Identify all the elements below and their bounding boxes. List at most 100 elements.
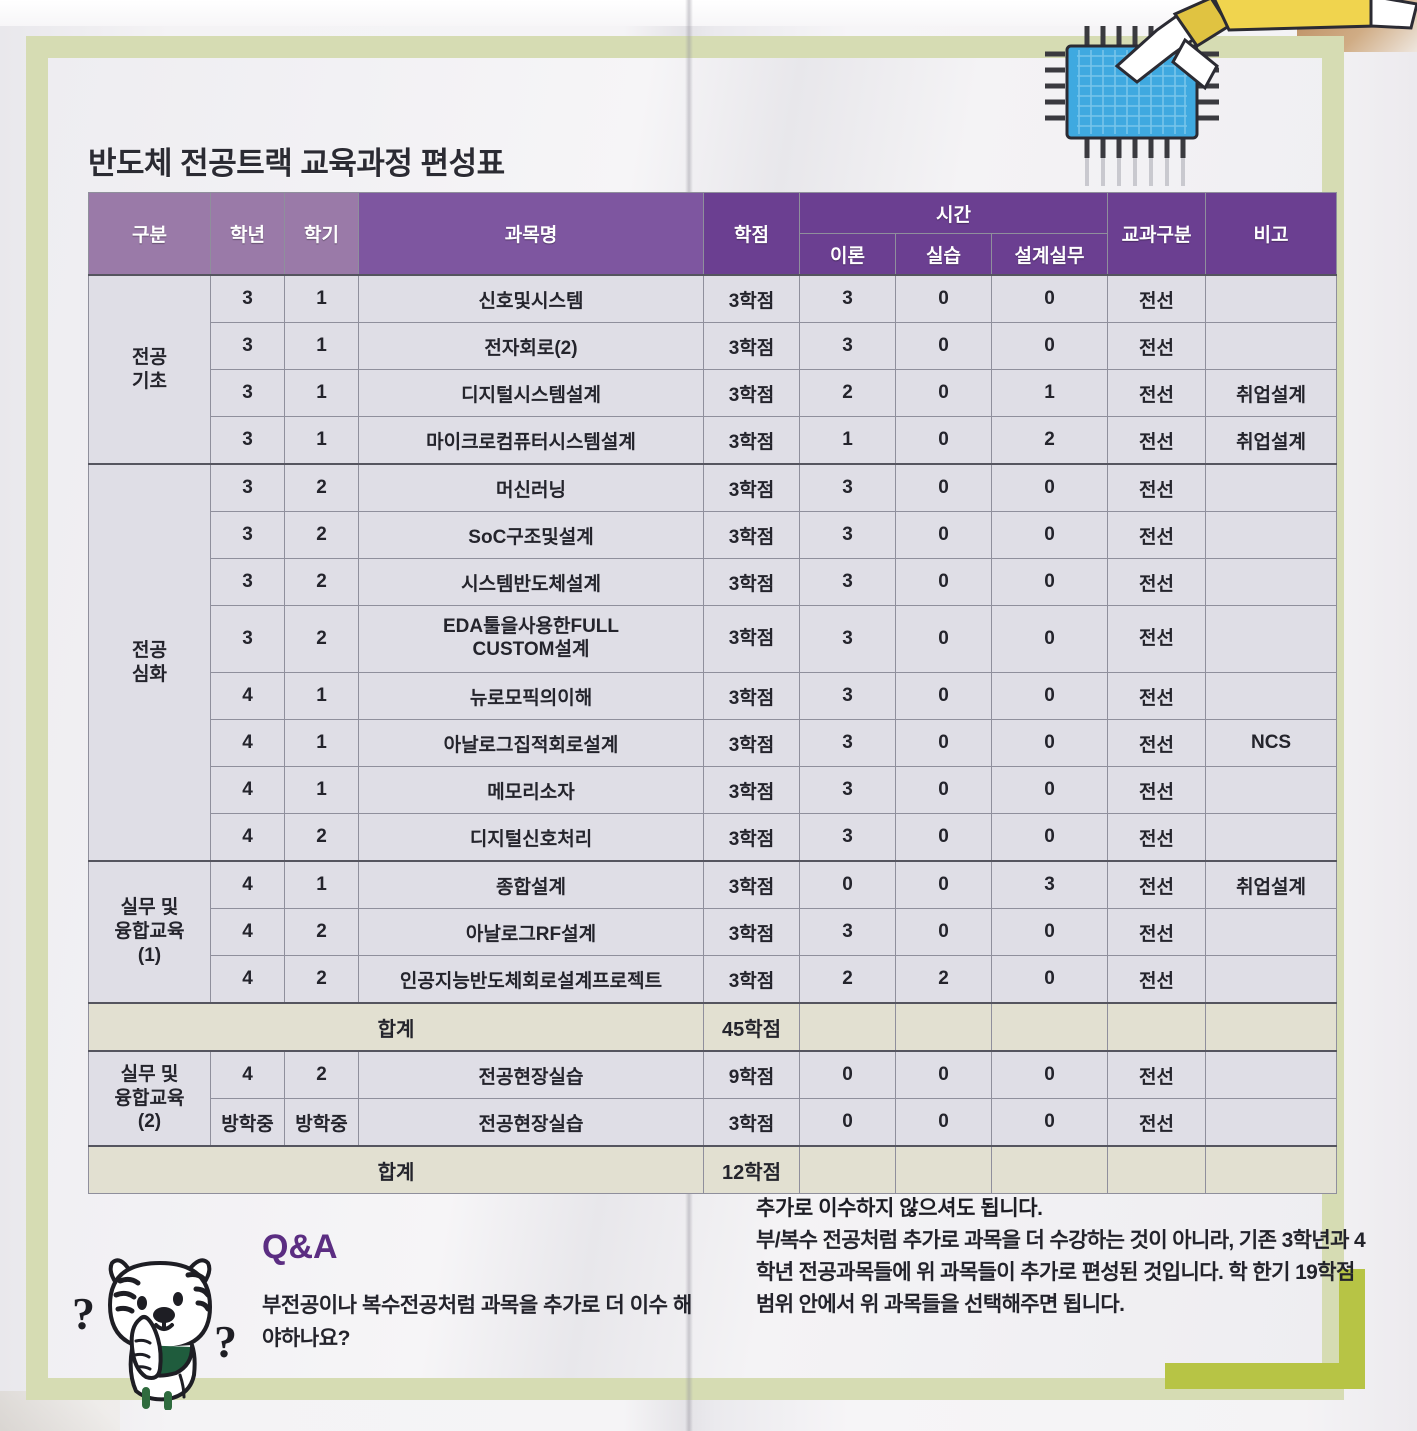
group-label-line: 전공 [132,639,167,661]
cell-year: 4 [210,719,285,767]
cell-theory: 3 [799,605,896,673]
cell-course-type: 전선 [1107,719,1207,767]
group-label-cell: 실무 및 융합교육 (1) [88,860,211,1004]
cell-credit: 3학점 [703,908,800,956]
cell-remark: 취업설계 [1205,860,1338,909]
group-label-line: 융합교육 [114,1087,185,1109]
cell-lab: 0 [895,463,992,512]
col-header-course-type: 교과구분 [1107,192,1207,276]
cell-term: 2 [284,908,359,956]
cell-year: 4 [210,766,285,814]
cell-remark [1205,322,1338,370]
cell-lab: 0 [895,369,992,417]
group-label-line: 융합교육 [114,921,185,943]
cell-year: 방학중 [210,1098,285,1147]
cell-course-type: 전선 [1107,274,1207,323]
cell-theory: 3 [799,511,896,559]
cell-remark [1205,813,1338,862]
cell-remark [1205,463,1338,512]
cell-year: 3 [210,605,285,673]
cell-theory: 3 [799,766,896,814]
cell-subject: 시스템반도체설계 [358,558,704,606]
table-row: 실무 및 융합교육 (1) 4 1 종합설계 3학점 0 0 3 전선 취업설계 [88,860,1338,1004]
table-body: 전공 기초 3 1 신호및시스템 3학점 3 0 0 전선 3 1 전자회로(2) 3학점 3 0 0 전선 3 1 디… [88,274,1338,1194]
cell-subject: 신호및시스템 [358,274,704,323]
cell-credit: 3학점 [703,322,800,370]
cell-lab: 0 [895,860,992,909]
table-header-row-2: 이론 실습 설계실무 [89,233,1337,276]
table-row: 3 1 전자회로(2) 3학점 3 0 0 전선 [89,322,1338,370]
cell-course-type: 전선 [1107,813,1207,862]
cell-term: 2 [284,1050,359,1099]
cell-term: 1 [284,369,359,417]
table-row: 4 1 아날로그집적회로설계 3학점 3 0 0 전선 NCS [89,719,1338,767]
cell-term: 2 [284,463,359,512]
cell-term: 1 [284,766,359,814]
cell-subject: 메모리소자 [358,766,704,814]
cell-lab: 0 [895,672,992,720]
cell-lab: 0 [895,605,992,673]
cell-term: 1 [284,672,359,720]
table-row: 4 1 메모리소자 3학점 3 0 0 전선 [89,766,1338,814]
page-title: 반도체 전공트랙 교육과정 편성표 [88,146,505,181]
subtotal-empty-cell [895,1002,992,1052]
cell-design-practice: 0 [990,274,1109,323]
cell-credit: 3학점 [703,766,800,814]
cell-course-type: 전선 [1107,322,1207,370]
cell-lab: 0 [895,511,992,559]
subtotal-empty-cell [990,1145,1109,1194]
cell-lab: 0 [895,908,992,956]
subtotal-credit: 12학점 [703,1145,800,1194]
subtotal-empty-cell [1107,1002,1207,1052]
cell-credit: 3학점 [703,558,800,606]
table-row: 방학중 방학중 전공현장실습 3학점 0 0 0 전선 [89,1098,1338,1147]
cell-lab: 0 [895,274,992,323]
cell-year: 3 [210,274,285,323]
cell-year: 3 [210,416,285,465]
cell-subject: 마이크로컴퓨터시스템설계 [358,416,704,465]
cell-year: 3 [210,511,285,559]
table-header-row-1: 구분 학년 학기 과목명 학점 시간 교과구분 비고 [88,192,1338,276]
cell-course-type: 전선 [1107,605,1207,673]
group-label-line: 기초 [132,370,167,392]
table-row: 4 2 아날로그RF설계 3학점 3 0 0 전선 [89,908,1338,956]
cell-subject: EDA툴을사용한FULL CUSTOM설계 [358,605,704,673]
cell-term: 2 [284,813,359,862]
group-label-cell: 전공 심화 [88,463,211,862]
cell-theory: 3 [799,463,896,512]
group-label-line: 실무 및 [120,1063,179,1085]
cell-design-practice: 0 [990,463,1109,512]
cell-subject: 머신러닝 [358,463,704,512]
cell-year: 3 [210,463,285,512]
cell-theory: 0 [799,1050,896,1099]
cell-lab: 0 [895,558,992,606]
subtotal-row: 합계 45학점 [88,1002,1338,1052]
cell-remark [1205,1050,1338,1099]
cell-term: 1 [284,416,359,465]
cell-design-practice: 3 [990,860,1109,909]
cell-subject: 전공현장실습 [358,1098,704,1147]
table-row: 실무 및 융합교육 (2) 4 2 전공현장실습 9학점 0 0 0 전선 [88,1050,1338,1147]
cell-course-type: 전선 [1107,1050,1207,1099]
cell-credit: 3학점 [703,369,800,417]
cell-design-practice: 0 [990,511,1109,559]
table-row: 전공 심화 3 2 머신러닝 3학점 3 0 0 전선 [88,463,1338,862]
subtotal-row: 합계 12학점 [88,1145,1338,1194]
col-header-lab: 실습 [895,233,992,276]
table-row: 3 1 디지털시스템설계 3학점 2 0 1 전선 취업설계 [89,369,1338,417]
cell-year: 4 [210,672,285,720]
cell-lab: 2 [895,955,992,1004]
cell-subject: 인공지능반도체회로설계프로젝트 [358,955,704,1004]
cell-design-practice: 0 [990,908,1109,956]
cell-term: 1 [284,274,359,323]
curriculum-table: 구분 학년 학기 과목명 학점 시간 교과구분 비고 이론 실습 설계실무 [88,192,1338,1194]
tiger-mascot-icon: ? ? [68,1245,258,1411]
cell-subject: SoC구조및설계 [358,511,704,559]
cell-subject: 디지털신호처리 [358,813,704,862]
subtotal-label: 합계 [88,1002,704,1052]
subtotal-empty-cell [895,1145,992,1194]
cell-design-practice: 0 [990,1050,1109,1099]
subject-line: CUSTOM설계 [472,639,590,660]
cell-theory: 3 [799,274,896,323]
group-label-cell: 실무 및 융합교육 (2) [88,1050,211,1147]
